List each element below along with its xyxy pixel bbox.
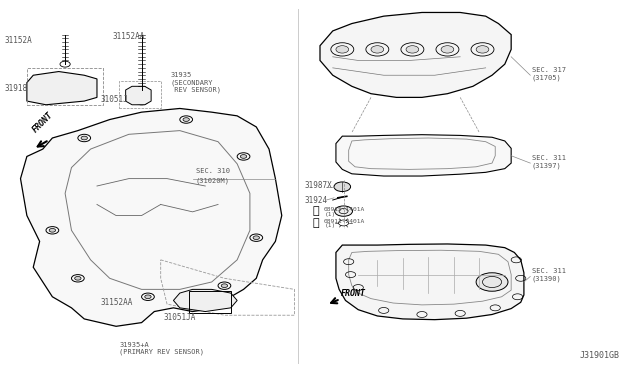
Circle shape — [81, 136, 88, 140]
Polygon shape — [336, 244, 524, 320]
Text: 08915-1401A: 08915-1401A — [323, 207, 364, 212]
Text: Ⓝ: Ⓝ — [312, 218, 319, 228]
Circle shape — [241, 155, 246, 158]
Circle shape — [145, 295, 151, 299]
Circle shape — [75, 276, 81, 280]
Circle shape — [371, 46, 384, 53]
Text: Ⓢ: Ⓢ — [312, 206, 319, 216]
Polygon shape — [20, 109, 282, 326]
Text: (31020M): (31020M) — [196, 177, 230, 184]
Text: (1): (1) — [325, 223, 337, 228]
Bar — [189, 291, 231, 313]
Text: FRONT: FRONT — [340, 289, 365, 298]
Text: (1): (1) — [325, 212, 337, 217]
Circle shape — [476, 46, 489, 53]
Text: 31924: 31924 — [304, 196, 327, 205]
Bar — [119, 81, 161, 109]
Circle shape — [183, 118, 189, 121]
Circle shape — [221, 284, 228, 288]
Circle shape — [334, 182, 351, 192]
Text: 31918: 31918 — [4, 84, 28, 93]
Circle shape — [476, 273, 508, 291]
Polygon shape — [27, 71, 97, 105]
Text: 31051J: 31051J — [100, 95, 128, 104]
Text: 31935
(SECONDARY
 REV SENSOR): 31935 (SECONDARY REV SENSOR) — [170, 72, 221, 93]
Text: (31397): (31397) — [532, 163, 561, 169]
Text: 31152AA: 31152AA — [100, 298, 132, 307]
Polygon shape — [320, 13, 511, 97]
Text: 08911-2401A: 08911-2401A — [323, 219, 364, 224]
Text: 31152AA: 31152AA — [113, 32, 145, 41]
Text: (31390): (31390) — [532, 275, 561, 282]
Text: 31051JA: 31051JA — [164, 312, 196, 321]
Text: J31901GB: J31901GB — [579, 350, 620, 359]
Circle shape — [253, 236, 259, 240]
Text: 31152A: 31152A — [4, 36, 33, 45]
Text: FRONT: FRONT — [31, 110, 55, 134]
Text: SEC. 311: SEC. 311 — [532, 155, 566, 161]
Text: SEC. 310: SEC. 310 — [196, 168, 230, 174]
Circle shape — [49, 228, 56, 232]
Circle shape — [335, 206, 353, 216]
Polygon shape — [125, 86, 151, 105]
Text: (31705): (31705) — [532, 75, 561, 81]
Circle shape — [406, 46, 419, 53]
Text: 31935+A
(PRIMARY REV SENSOR): 31935+A (PRIMARY REV SENSOR) — [119, 342, 204, 355]
Text: SEC. 317: SEC. 317 — [532, 67, 566, 73]
Bar — [27, 68, 103, 105]
Polygon shape — [336, 135, 511, 176]
Circle shape — [336, 46, 349, 53]
Text: 31987X: 31987X — [304, 181, 332, 190]
Text: SEC. 311: SEC. 311 — [532, 268, 566, 274]
Circle shape — [441, 46, 454, 53]
Polygon shape — [173, 289, 237, 311]
